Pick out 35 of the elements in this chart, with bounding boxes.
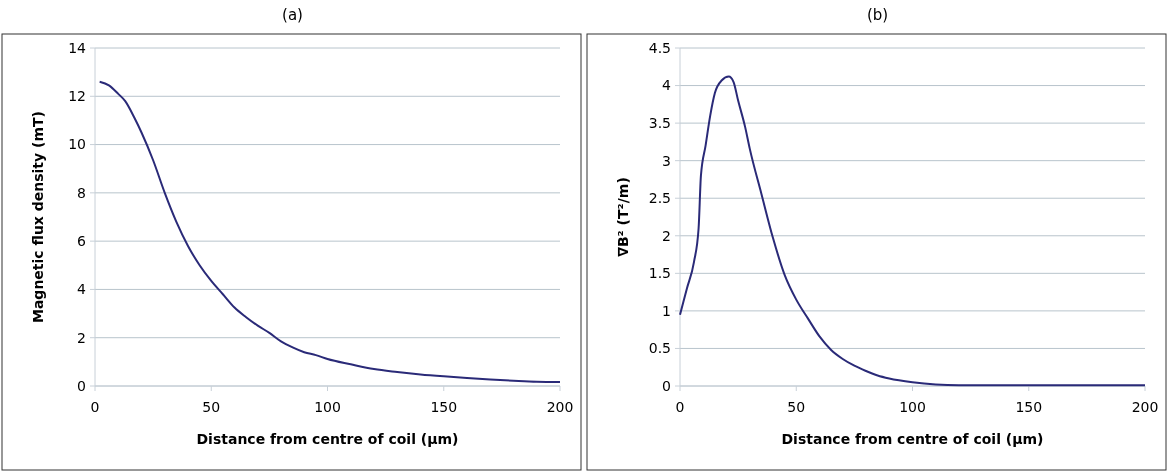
line-series (98, 80, 561, 383)
x-tick-label: 100 (314, 399, 341, 415)
y-tick-label: 4 (77, 281, 87, 298)
y-tick-label: 4.5 (648, 39, 671, 56)
y-axis-title: Magnetic flux density (mT) (30, 110, 46, 324)
x-axis-title: Distance from centre of coil (µm) (781, 431, 1044, 447)
y-axis-title: ∇B² (T²/m) (615, 177, 631, 257)
x-tick-label: 150 (430, 399, 458, 415)
y-tick-label: 10 (68, 136, 86, 153)
x-tick-label: 200 (1131, 399, 1159, 415)
y-tick-label: 6 (77, 233, 87, 250)
x-tick-label: 150 (1015, 399, 1043, 415)
x-tick-label: 100 (899, 399, 926, 415)
y-tick-label: 2 (77, 329, 86, 346)
y-tick-label: 8 (77, 184, 86, 201)
y-tick-label: 2.5 (648, 190, 671, 207)
x-tick-label: 50 (787, 399, 806, 415)
y-tick-label: 0 (662, 377, 671, 394)
y-tick-label: 3 (662, 152, 671, 169)
y-tick-label: 4 (662, 77, 672, 94)
x-tick-label: 0 (675, 399, 685, 415)
y-tick-label: 2 (662, 227, 671, 244)
x-tick-label: 50 (202, 399, 221, 415)
x-axis-title: Distance from centre of coil (µm) (196, 431, 459, 447)
x-tick-label: 0 (90, 399, 100, 415)
y-tick-label: 12 (68, 88, 86, 105)
chart-title: (a) (282, 6, 303, 24)
y-tick-label: 1.5 (648, 265, 671, 282)
y-tick-label: 14 (68, 39, 87, 56)
y-tick-label: 3.5 (648, 115, 671, 132)
y-tick-label: 1 (662, 302, 671, 319)
y-tick-label: 0.5 (648, 340, 671, 357)
y-tick-label: 0 (77, 377, 86, 394)
x-tick-label: 200 (546, 399, 574, 415)
chart-title: (b) (866, 6, 889, 24)
